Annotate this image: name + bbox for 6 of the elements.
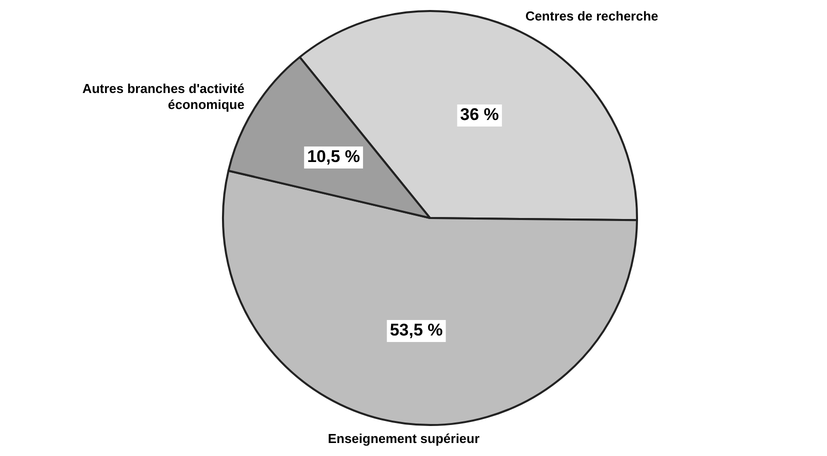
slice-label: Centres de recherche [525, 8, 658, 24]
data-label: 53,5 % [390, 320, 443, 340]
data-label: 36 % [460, 105, 499, 124]
slice-label: Autres branches d'activité économique [82, 81, 244, 112]
data-label: 10,5 % [307, 147, 360, 166]
slice-label: Enseignement supérieur [328, 430, 480, 446]
